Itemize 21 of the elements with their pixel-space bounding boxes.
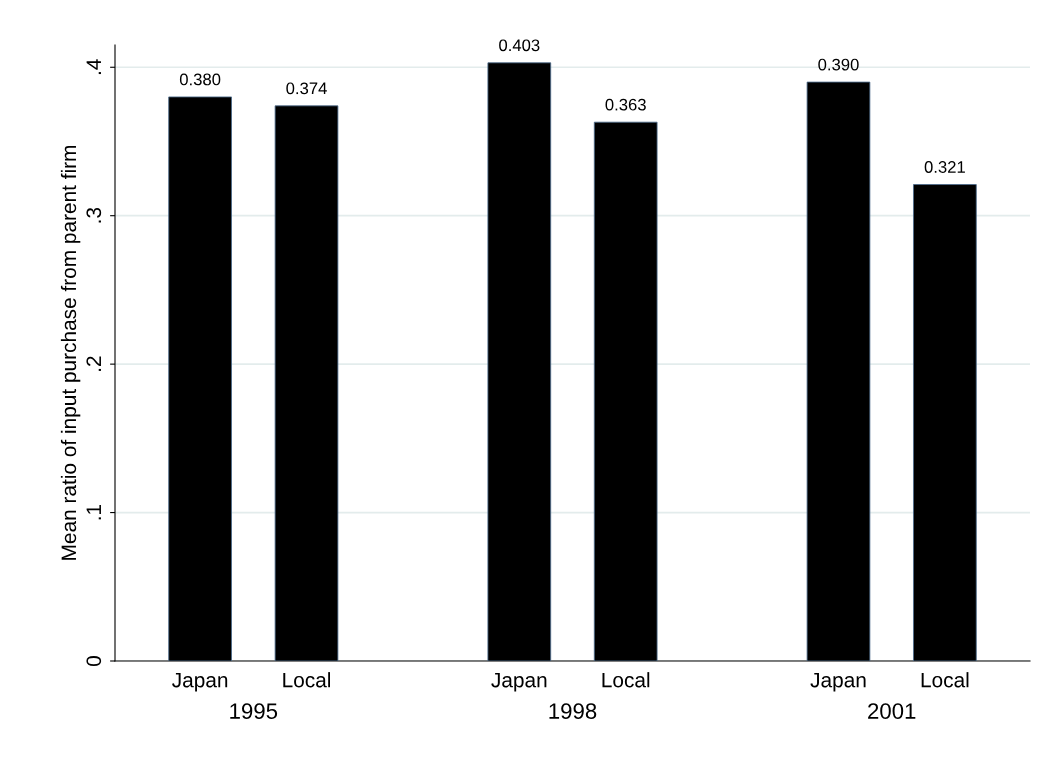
text: 1998 bbox=[549, 703, 597, 719]
data-label: 0.403 bbox=[499, 39, 540, 52]
y-tick-label: .2 bbox=[86, 356, 101, 371]
y-tick-label: .3 bbox=[86, 207, 102, 223]
text: 1995 bbox=[230, 703, 278, 719]
data-label: 0.321 bbox=[924, 161, 965, 173]
y-tick-label: .4 bbox=[86, 59, 101, 75]
x-tick-label: Japan bbox=[491, 672, 547, 692]
data-label: 0.380 bbox=[179, 73, 221, 86]
y-tick-label: 0 bbox=[86, 656, 102, 666]
data-label: 0.374 bbox=[286, 82, 327, 95]
y-tick-label: .1 bbox=[86, 504, 101, 520]
x-tick-label: Japan bbox=[810, 672, 866, 692]
x-tick-label: Local bbox=[602, 672, 650, 688]
x-tick-label: Local bbox=[283, 672, 331, 688]
text: 2001 bbox=[868, 703, 916, 719]
data-label: 0.390 bbox=[818, 58, 859, 71]
x-tick-label: Local bbox=[921, 672, 969, 688]
y-axis-title: Mean ratio of input purchase from parent firm bbox=[60, 145, 81, 560]
data-label: 0.363 bbox=[605, 98, 646, 111]
x-tick-label: Japan bbox=[172, 672, 228, 692]
